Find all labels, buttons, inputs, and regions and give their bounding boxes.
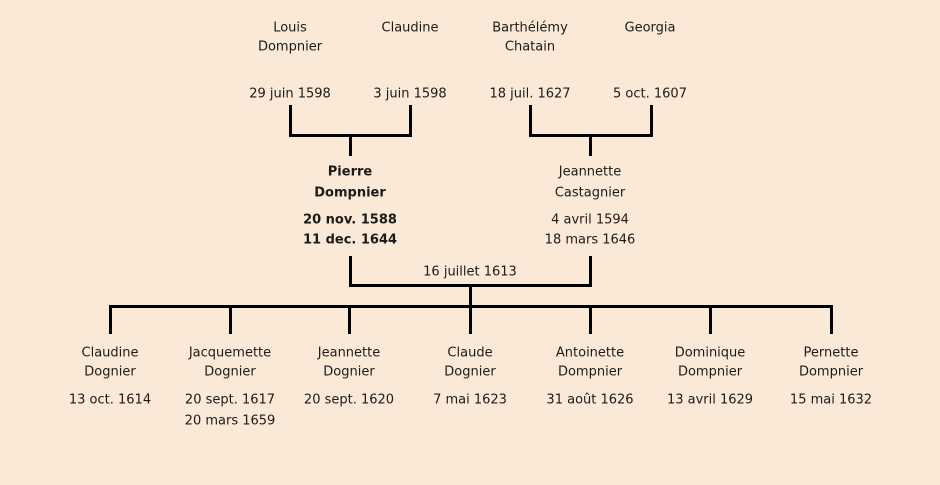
mother-first-name: Jeannette: [558, 164, 622, 180]
grandparent-3-date: 5 oct. 1607: [613, 86, 687, 102]
grandparent-0-date: 29 juin 1598: [249, 86, 331, 102]
father-first-name: Pierre: [327, 164, 373, 180]
child-5-date1: 13 avril 1629: [666, 392, 754, 408]
child-0-first-name: Claudine: [81, 345, 139, 361]
child-1-last-name: Dognier: [204, 364, 256, 380]
child-2-date1: 20 sept. 1620: [303, 392, 395, 408]
mother-birth-date: 4 avril 1594: [551, 212, 629, 228]
child-1-date1: 20 sept. 1617: [184, 392, 276, 408]
child-5-first-name: Dominique: [674, 345, 746, 361]
father-death-date: 11 dec. 1644: [302, 232, 398, 248]
couple1-descent-line: [349, 134, 352, 156]
marriage-descent-line: [469, 284, 472, 308]
child-1-drop-line: [229, 305, 232, 334]
father-birth-date: 20 nov. 1588: [303, 212, 397, 228]
child-6-last-name: Dompnier: [798, 364, 864, 380]
grandparent-1-date: 3 juin 1598: [373, 86, 447, 102]
couple2-bracket-left-line: [529, 105, 532, 137]
father-last-name: Dompnier: [314, 185, 386, 201]
child-5-drop-line: [709, 305, 712, 334]
child-2-drop-line: [348, 305, 351, 334]
grandparent-1-first-name: Claudine: [381, 20, 439, 36]
couple2-descent-line: [589, 134, 592, 156]
mother-last-name: Castagnier: [554, 185, 626, 201]
grandparent-0-last-name: Dompnier: [257, 39, 323, 55]
marriage-bracket-left-line: [349, 256, 352, 287]
child-3-last-name: Dognier: [444, 364, 496, 380]
child-5-last-name: Dompnier: [677, 364, 743, 380]
mother-death-date: 18 mars 1646: [544, 232, 636, 248]
child-3-first-name: Claude: [447, 345, 493, 361]
child-4-drop-line: [589, 305, 592, 334]
child-4-last-name: Dompnier: [557, 364, 623, 380]
child-0-drop-line: [109, 305, 112, 334]
couple2-bracket-right-line: [650, 105, 653, 137]
child-2-last-name: Dognier: [323, 364, 375, 380]
child-6-date1: 15 mai 1632: [789, 392, 873, 408]
marriage-date: 16 juillet 1613: [423, 264, 517, 280]
grandparent-3-first-name: Georgia: [624, 20, 676, 36]
grandparent-2-last-name: Chatain: [504, 39, 556, 55]
child-3-date1: 7 mai 1623: [433, 392, 507, 408]
child-6-drop-line: [830, 305, 833, 334]
child-0-date1: 13 oct. 1614: [68, 392, 152, 408]
child-1-date2: 20 mars 1659: [184, 413, 276, 429]
child-1-first-name: Jacquemette: [188, 345, 272, 361]
marriage-bracket-right-line: [589, 256, 592, 287]
child-0-last-name: Dognier: [84, 364, 136, 380]
grandparent-0-first-name: Louis: [273, 20, 307, 36]
grandparent-2-first-name: Barthélémy: [492, 20, 568, 36]
couple1-bracket-right-line: [409, 105, 412, 137]
child-2-first-name: Jeannette: [317, 345, 381, 361]
child-3-drop-line: [469, 305, 472, 334]
child-4-date1: 31 août 1626: [546, 392, 634, 408]
couple1-bracket-left-line: [289, 105, 292, 137]
grandparent-2-date: 18 juil. 1627: [489, 86, 571, 102]
child-6-first-name: Pernette: [803, 345, 859, 361]
child-4-first-name: Antoinette: [555, 345, 625, 361]
